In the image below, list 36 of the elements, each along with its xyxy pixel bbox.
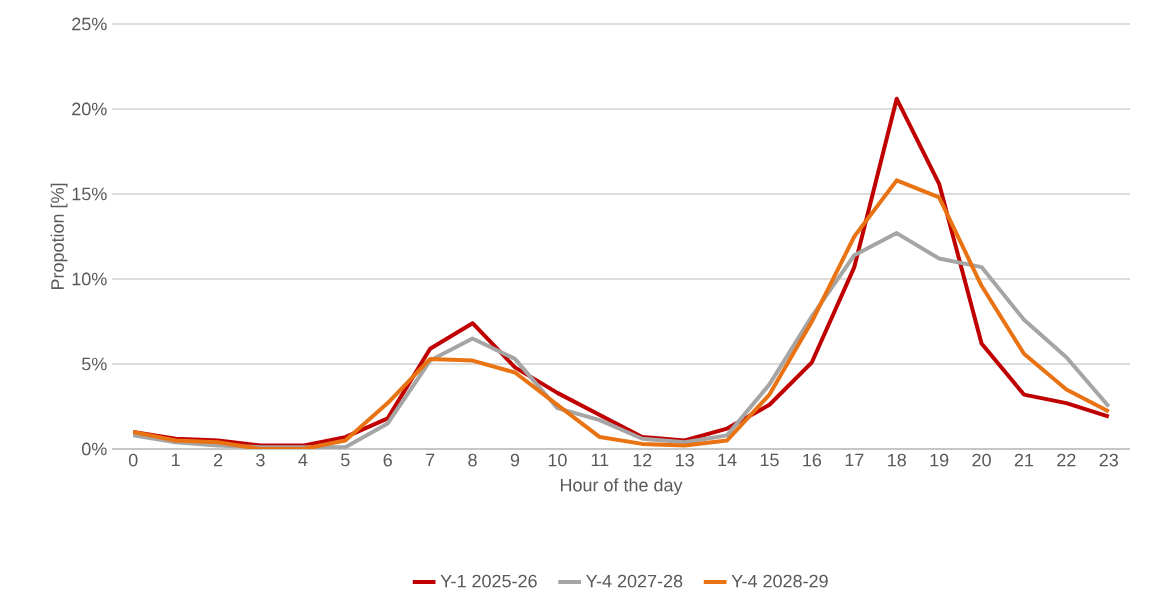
legend-label: Y-4 2028-29 [731, 574, 828, 588]
y-tick-label: 0% [82, 442, 107, 456]
x-tick-label: 12 [633, 453, 652, 467]
x-tick-label: 16 [803, 453, 822, 467]
x-tick-label: 14 [718, 453, 737, 467]
y-axis-title: Propotion [%] [50, 183, 68, 290]
x-tick-label: 7 [426, 453, 435, 467]
x-tick-label: 8 [468, 453, 477, 467]
x-tick-label: 22 [1057, 453, 1076, 467]
x-tick-label: 10 [548, 453, 567, 467]
line-series [131, 178, 1111, 449]
x-tick-label: 20 [972, 453, 991, 467]
y-tick-label: 5% [82, 357, 107, 371]
x-tick-label: 23 [1099, 453, 1119, 467]
legend-label: Y-4 2027-28 [586, 574, 683, 588]
x-tick-label: 5 [341, 453, 350, 467]
x-axis-title: Hour of the day [560, 478, 683, 496]
x-tick-label: 6 [383, 453, 392, 467]
x-tick-label: 4 [298, 453, 308, 467]
legend-label: Y-1 2025-26 [440, 574, 537, 588]
x-tick-label: 18 [888, 453, 906, 467]
x-tick-label: 17 [845, 453, 864, 467]
x-tick-label: 11 [591, 453, 609, 467]
x-tick-label: 1 [172, 453, 180, 467]
x-tick-label: 15 [760, 453, 779, 467]
x-tick-label: 13 [676, 453, 694, 467]
y-tick-label: 10% [72, 272, 107, 286]
x-tick-label: 0 [128, 453, 138, 467]
x-tick-label: 2 [213, 453, 223, 467]
x-tick-label: 21 [1014, 453, 1034, 467]
x-tick-label: 19 [930, 453, 949, 467]
x-tick-label: 3 [256, 453, 265, 467]
y-tick-label: 15% [72, 187, 107, 201]
y-tick-label: 20% [72, 102, 107, 116]
x-tick-label: 9 [510, 453, 520, 467]
y-tick-label: 25% [72, 17, 107, 31]
